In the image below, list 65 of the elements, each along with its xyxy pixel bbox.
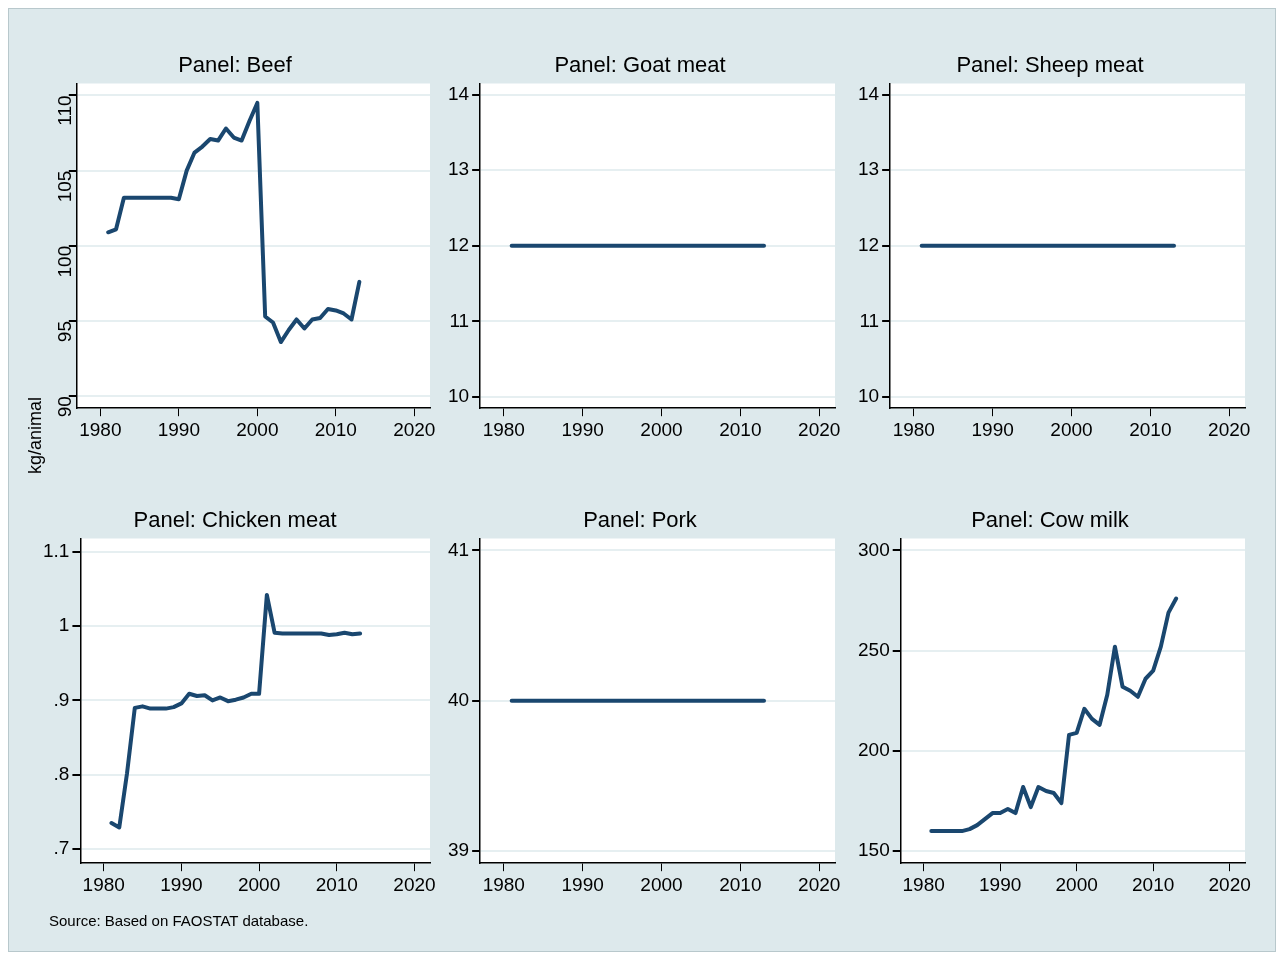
x-tick-label: 1990	[157, 418, 200, 440]
y-tick-label: 12	[447, 234, 470, 256]
x-tick-label: 2010	[1132, 873, 1175, 895]
y-tick-label: 10	[857, 385, 880, 407]
y-tick-label: 250	[858, 638, 890, 660]
x-tick-label: 1990	[160, 873, 203, 895]
y-tick-label: 95	[54, 320, 76, 343]
y-tick-label: 1.1	[42, 540, 70, 562]
y-tick-label: 40	[447, 689, 470, 711]
x-tick-label: 2020	[1208, 418, 1251, 440]
x-tick-label: 2010	[1129, 418, 1172, 440]
x-tick-label: 1980	[892, 418, 935, 440]
y-tick-label: 14	[447, 82, 470, 104]
y-tick-label: 200	[858, 739, 890, 761]
chart-title: Panel: Cow milk	[971, 507, 1130, 533]
x-tick-label: 2010	[719, 418, 762, 440]
x-tick-label: 1980	[79, 418, 122, 440]
y-tick-label: 13	[447, 158, 470, 180]
y-tick-label: 110	[54, 95, 76, 126]
x-tick-label: 2000	[640, 418, 683, 440]
chart-title: Panel: Beef	[178, 52, 293, 78]
x-tick-label: 2000	[237, 873, 281, 895]
x-tick-label: 2000	[1055, 873, 1098, 895]
x-tick-label: 1980	[482, 873, 525, 895]
x-tick-label: 2010	[719, 873, 762, 895]
y-tick-label: .8	[53, 762, 70, 784]
y-tick-label: 11	[449, 309, 470, 331]
y-tick-label: 300	[858, 538, 890, 560]
x-tick-label: 1980	[482, 418, 525, 440]
x-tick-label: 2020	[393, 873, 436, 895]
x-tick-label: 2010	[314, 418, 357, 440]
x-tick-label: 1980	[82, 873, 125, 895]
chart-title: Panel: Sheep meat	[956, 52, 1144, 78]
y-tick-label: .9	[53, 688, 70, 710]
y-tick-label: 150	[858, 839, 890, 861]
x-tick-label: 1980	[902, 873, 945, 895]
x-tick-label: 2000	[1050, 418, 1093, 440]
x-tick-label: 2020	[1208, 873, 1251, 895]
y-tick-label: 12	[857, 234, 880, 256]
chart-title: Panel: Pork	[583, 507, 698, 533]
x-tick-label: 2000	[640, 873, 683, 895]
x-tick-label: 2020	[798, 418, 841, 440]
y-tick-label: 90	[54, 396, 76, 418]
y-tick-label: 14	[857, 82, 880, 104]
y-tick-label: 1	[58, 614, 70, 636]
x-tick-label: 2020	[393, 418, 436, 440]
y-tick-label: .7	[53, 837, 70, 859]
x-tick-label: 1990	[561, 873, 604, 895]
y-tick-label: 100	[54, 245, 76, 278]
y-axis-title: kg/animal	[24, 396, 45, 475]
x-tick-label: 2010	[315, 873, 358, 895]
x-tick-label: 1990	[979, 873, 1022, 895]
x-tick-label: 1990	[971, 418, 1014, 440]
chart-title: Panel: Goat meat	[554, 52, 726, 78]
x-tick-label: 2020	[798, 873, 841, 895]
y-tick-label: 11	[859, 309, 880, 331]
y-tick-label: 105	[54, 170, 76, 203]
chart-title: Panel: Chicken meat	[133, 507, 337, 533]
source-note: Source: Based on FAOSTAT database.	[49, 912, 309, 929]
x-tick-label: 1990	[561, 418, 604, 440]
x-tick-label: 2000	[236, 418, 279, 440]
y-tick-label: 10	[447, 385, 470, 407]
y-tick-label: 41	[447, 538, 470, 560]
y-tick-label: 13	[857, 158, 880, 180]
y-tick-label: 39	[447, 839, 470, 861]
